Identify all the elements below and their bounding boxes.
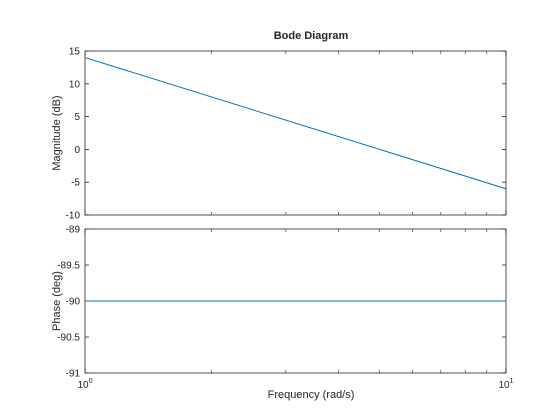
- phase-ytick-label: -90: [66, 297, 81, 308]
- magnitude-ytick-label: 10: [69, 79, 81, 90]
- phase-ytick-label: -89.5: [57, 261, 80, 272]
- phase-ytick-label: -90.5: [57, 333, 80, 344]
- phase-y-axis-label: Phase (deg): [51, 271, 63, 331]
- magnitude-ytick-label: -10: [66, 211, 81, 222]
- xtick-label: 101: [498, 378, 513, 391]
- magnitude-ytick-label: -5: [71, 178, 80, 189]
- magnitude-subplot: -10 -5 0 5 10 15 Magnitude (dB): [51, 47, 507, 222]
- magnitude-ytick-label: 5: [74, 112, 80, 123]
- magnitude-ytick-label: 0: [74, 145, 80, 156]
- phase-ytick-label: -91: [66, 369, 81, 380]
- x-axis-label: Frequency (rad/s): [268, 389, 355, 401]
- phase-subplot: -91 -90.5 -90 -89.5 -89 Phase (deg): [51, 225, 507, 380]
- xtick-label: 100: [77, 378, 92, 391]
- phase-ytick-label: -89: [66, 225, 81, 236]
- magnitude-y-axis-label: Magnitude (dB): [51, 95, 63, 170]
- magnitude-ytick-label: 15: [69, 47, 81, 58]
- magnitude-series-line: [84, 57, 507, 190]
- magnitude-axes-box: [84, 50, 507, 216]
- chart-title: Bode Diagram: [274, 30, 349, 42]
